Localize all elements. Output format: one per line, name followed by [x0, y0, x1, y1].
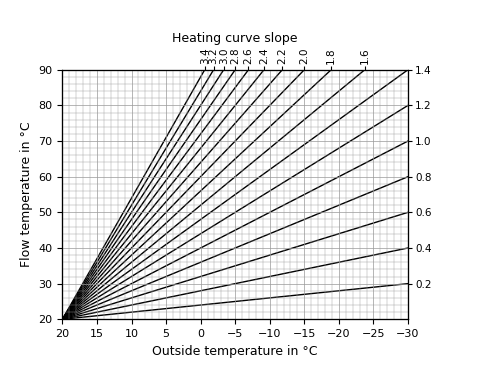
X-axis label: Heating curve slope: Heating curve slope: [172, 32, 298, 45]
Y-axis label: Flow temperature in °C: Flow temperature in °C: [20, 122, 33, 267]
X-axis label: Outside temperature in °C: Outside temperature in °C: [153, 345, 318, 357]
